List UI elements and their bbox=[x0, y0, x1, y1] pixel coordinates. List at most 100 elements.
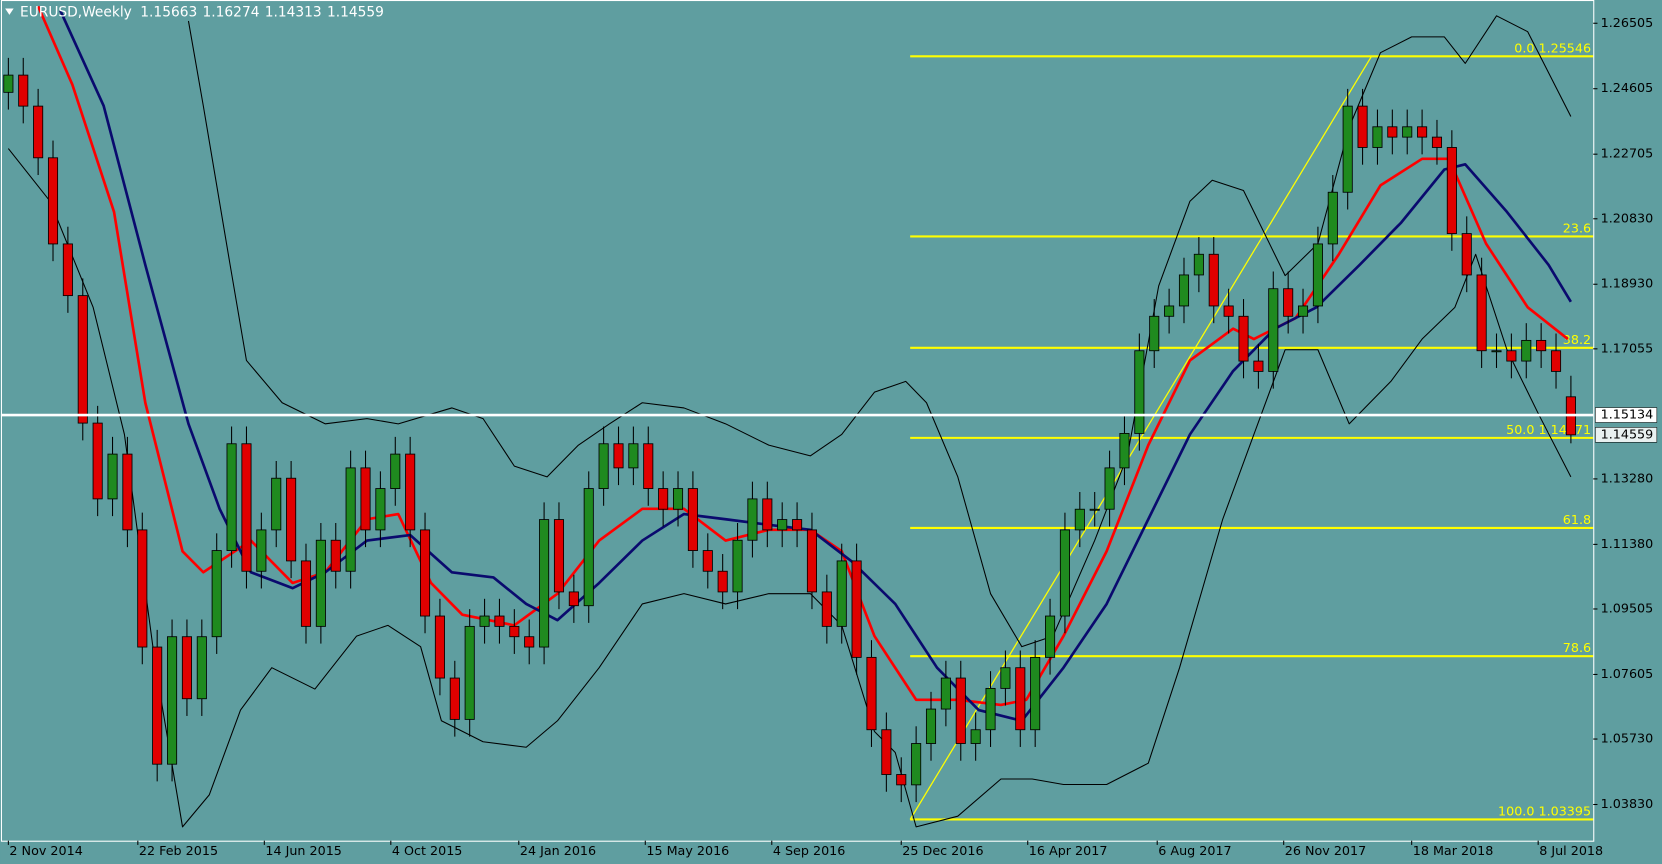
candle-body bbox=[1550, 350, 1562, 372]
candle-body bbox=[211, 550, 222, 638]
candle-body bbox=[1536, 339, 1547, 352]
candle-body bbox=[137, 529, 148, 648]
header-low: 1.14313 bbox=[265, 5, 322, 21]
candle-body bbox=[1327, 191, 1338, 245]
candle-body bbox=[92, 422, 103, 500]
candle-body bbox=[658, 488, 669, 510]
candle-body bbox=[1134, 350, 1145, 434]
candle-body bbox=[1193, 253, 1204, 276]
candle-body bbox=[777, 519, 788, 531]
candle-body bbox=[509, 625, 520, 638]
candle-body bbox=[1357, 105, 1368, 148]
y-tick-label: 1.07605 bbox=[1601, 666, 1654, 681]
x-tick-label: 24 Jan 2016 bbox=[520, 843, 596, 858]
candle-body bbox=[1178, 274, 1190, 307]
candle-body bbox=[792, 519, 803, 531]
price-tag-label: 1.15134 bbox=[1601, 407, 1654, 422]
candle-body bbox=[152, 646, 163, 765]
candle-body bbox=[970, 729, 981, 744]
candle-body bbox=[1238, 315, 1249, 362]
candle-body bbox=[1030, 656, 1041, 731]
candle-body bbox=[122, 453, 133, 531]
candle-body bbox=[1402, 126, 1413, 138]
y-tick-label: 1.13280 bbox=[1601, 470, 1654, 485]
x-tick-label: 14 Jun 2015 bbox=[265, 843, 342, 858]
candle-body bbox=[896, 774, 907, 786]
candle-body bbox=[1417, 126, 1428, 138]
candle-body bbox=[851, 560, 862, 658]
candle-body bbox=[464, 625, 475, 720]
candle-body bbox=[702, 550, 713, 572]
x-tick-label: 16 Apr 2017 bbox=[1029, 843, 1108, 858]
candle-body bbox=[687, 488, 698, 551]
candle-body bbox=[1104, 467, 1115, 510]
candle-body bbox=[925, 708, 937, 744]
candle-body bbox=[18, 74, 29, 107]
x-tick-label: 18 Mar 2018 bbox=[1413, 843, 1494, 858]
candle-body bbox=[1253, 360, 1264, 372]
candle-body bbox=[628, 443, 639, 469]
candle-body bbox=[1149, 315, 1160, 352]
candle-body bbox=[806, 529, 817, 593]
candle-body bbox=[494, 615, 505, 627]
candle-body bbox=[568, 591, 579, 607]
candle-body bbox=[256, 529, 267, 572]
x-tick-label: 25 Dec 2016 bbox=[902, 843, 983, 858]
candle-body bbox=[643, 443, 654, 489]
plot-border bbox=[0, 0, 1595, 842]
candle-body bbox=[1491, 350, 1502, 353]
y-tick-label: 1.05730 bbox=[1601, 731, 1654, 746]
candle-body bbox=[167, 636, 178, 765]
candle-body bbox=[553, 519, 565, 593]
candle-body bbox=[345, 467, 356, 572]
candle-body bbox=[47, 157, 59, 245]
candle-body bbox=[1268, 288, 1279, 372]
y-tick-label: 1.03830 bbox=[1601, 796, 1654, 811]
fib-label: 61.8 bbox=[1563, 512, 1591, 527]
candle-body bbox=[390, 453, 401, 489]
candle-body bbox=[1521, 339, 1532, 362]
candle-body bbox=[1074, 508, 1085, 531]
price-tag bbox=[1595, 427, 1658, 443]
fib-label: 78.6 bbox=[1563, 640, 1591, 655]
candle-body bbox=[479, 615, 490, 627]
candle-body bbox=[1372, 126, 1383, 148]
x-tick-label: 2 Nov 2014 bbox=[9, 843, 82, 858]
candle-body bbox=[226, 443, 237, 551]
candle-body bbox=[360, 467, 371, 531]
menu-arrow[interactable] bbox=[5, 8, 14, 15]
candle-body bbox=[196, 636, 207, 700]
candle-body bbox=[434, 615, 445, 679]
candle-body bbox=[747, 498, 758, 541]
y-tick-label: 1.09505 bbox=[1601, 600, 1654, 615]
candle-body bbox=[836, 560, 847, 627]
fib-label: 100.0 1.03395 bbox=[1498, 804, 1591, 819]
candle-body bbox=[405, 453, 416, 531]
y-tick-label: 1.22705 bbox=[1601, 146, 1654, 161]
candle-body bbox=[524, 636, 535, 648]
y-tick-label: 1.20830 bbox=[1601, 210, 1654, 225]
header-open: 1.15663 bbox=[140, 5, 197, 21]
candle-body bbox=[1223, 305, 1234, 317]
x-tick-label: 6 Aug 2017 bbox=[1158, 843, 1231, 858]
candle-body bbox=[3, 74, 14, 93]
candle-body bbox=[375, 488, 386, 531]
x-tick-label: 4 Sep 2016 bbox=[773, 843, 846, 858]
candle-body bbox=[821, 591, 832, 627]
candle-body bbox=[315, 539, 326, 627]
candle-body bbox=[762, 498, 773, 531]
candle-body bbox=[286, 477, 297, 562]
y-tick-label: 1.18930 bbox=[1601, 276, 1654, 291]
x-tick-label: 15 May 2016 bbox=[646, 843, 729, 858]
y-tick-label: 1.17055 bbox=[1601, 340, 1654, 355]
symbol-title: EURUSD,Weekly bbox=[20, 5, 132, 21]
candle-body bbox=[271, 477, 282, 531]
x-tick-label: 4 Oct 2015 bbox=[392, 843, 463, 858]
candle-body bbox=[107, 453, 118, 500]
candle-body bbox=[1298, 305, 1309, 317]
candle-body bbox=[598, 443, 609, 489]
